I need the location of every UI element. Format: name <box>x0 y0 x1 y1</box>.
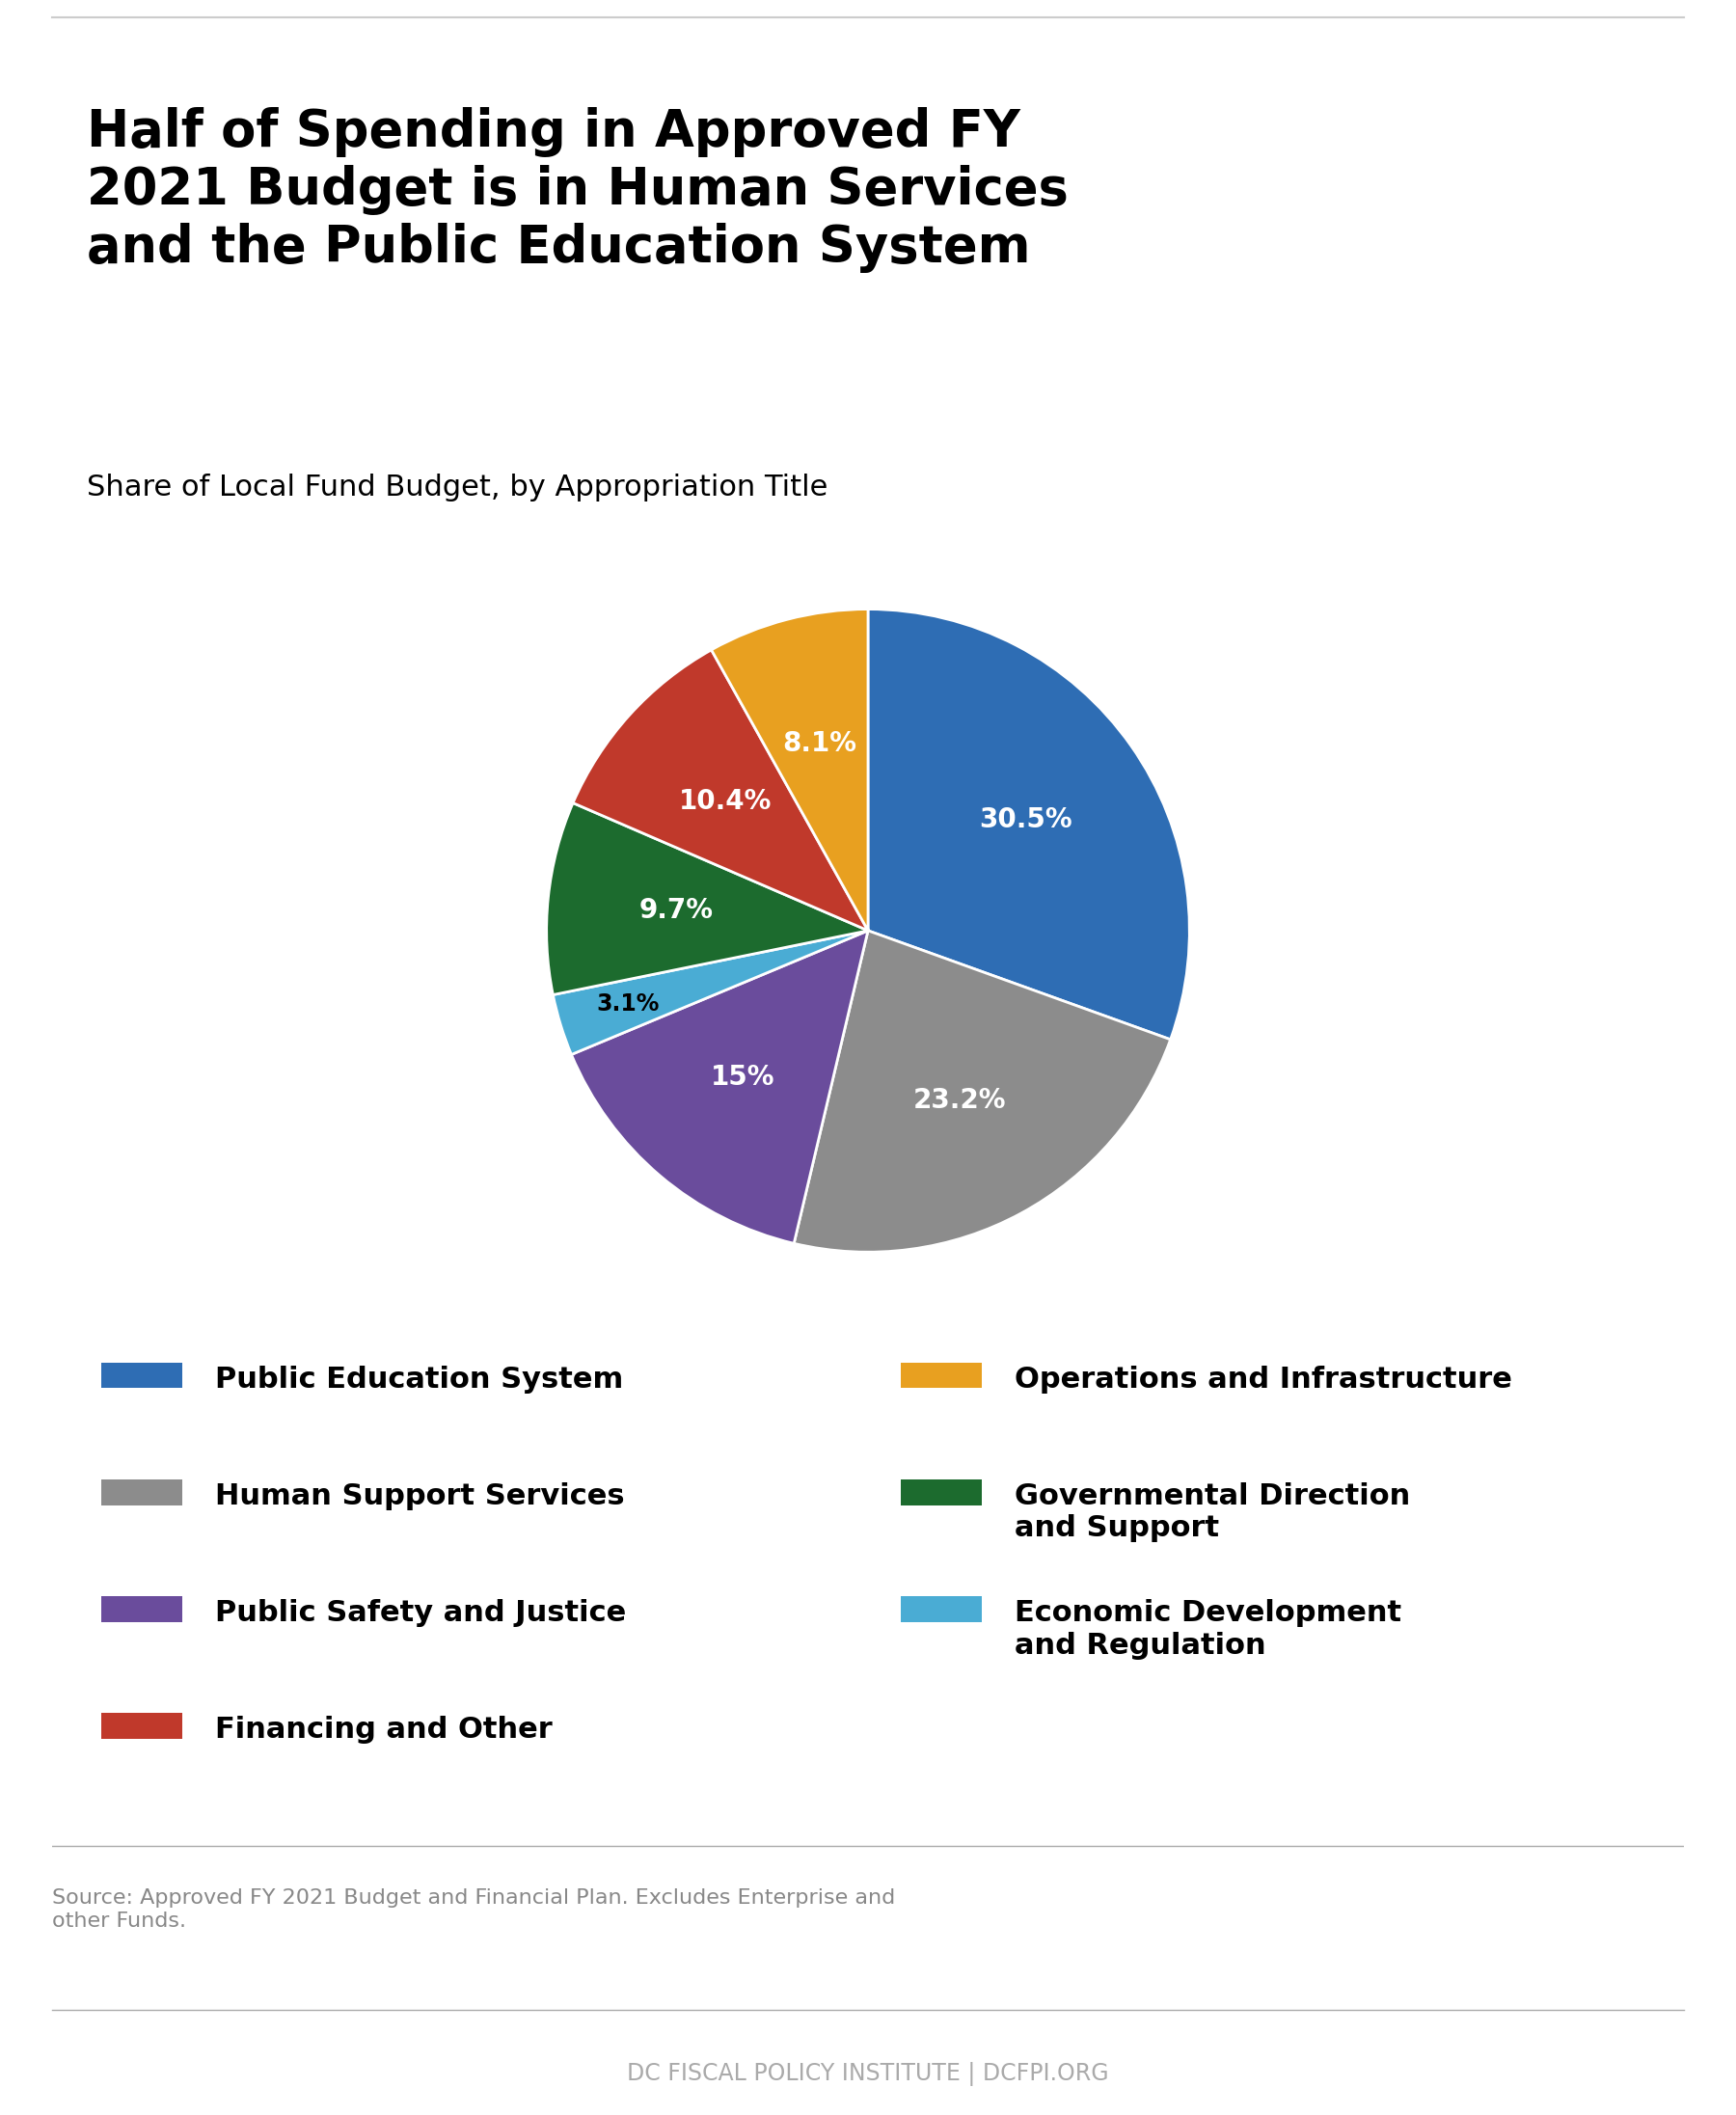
FancyBboxPatch shape <box>101 1362 182 1387</box>
Text: DC FISCAL POLICY INSTITUTE | DCFPI.ORG: DC FISCAL POLICY INSTITUTE | DCFPI.ORG <box>627 2062 1109 2085</box>
Text: Source: Approved FY 2021 Budget and Financial Plan. Excludes Enterprise and
othe: Source: Approved FY 2021 Budget and Fina… <box>52 1889 896 1931</box>
Wedge shape <box>712 609 868 931</box>
Text: 23.2%: 23.2% <box>913 1087 1007 1115</box>
Text: 15%: 15% <box>712 1064 776 1091</box>
Text: Public Safety and Justice: Public Safety and Justice <box>215 1599 627 1626</box>
FancyBboxPatch shape <box>101 1713 182 1739</box>
Text: 3.1%: 3.1% <box>597 992 660 1015</box>
Text: Share of Local Fund Budget, by Appropriation Title: Share of Local Fund Budget, by Appropria… <box>87 474 828 501</box>
Wedge shape <box>571 931 868 1244</box>
FancyBboxPatch shape <box>901 1597 983 1622</box>
Text: 9.7%: 9.7% <box>639 897 713 924</box>
Wedge shape <box>573 649 868 931</box>
Text: Half of Spending in Approved FY
2021 Budget is in Human Services
and the Public : Half of Spending in Approved FY 2021 Bud… <box>87 106 1068 273</box>
FancyBboxPatch shape <box>901 1362 983 1387</box>
Text: Governmental Direction
and Support: Governmental Direction and Support <box>1016 1483 1411 1542</box>
Text: Operations and Infrastructure: Operations and Infrastructure <box>1016 1366 1512 1394</box>
Text: 30.5%: 30.5% <box>979 806 1073 833</box>
Text: Economic Development
and Regulation: Economic Development and Regulation <box>1016 1599 1401 1660</box>
Wedge shape <box>554 931 868 1055</box>
Wedge shape <box>547 804 868 994</box>
FancyBboxPatch shape <box>101 1597 182 1622</box>
Text: 10.4%: 10.4% <box>679 787 771 814</box>
FancyBboxPatch shape <box>101 1480 182 1506</box>
Text: 8.1%: 8.1% <box>783 730 856 757</box>
Text: Human Support Services: Human Support Services <box>215 1483 625 1510</box>
Wedge shape <box>793 931 1170 1252</box>
FancyBboxPatch shape <box>901 1480 983 1506</box>
Wedge shape <box>868 609 1189 1038</box>
Text: Financing and Other: Financing and Other <box>215 1715 552 1743</box>
Text: Public Education System: Public Education System <box>215 1366 623 1394</box>
